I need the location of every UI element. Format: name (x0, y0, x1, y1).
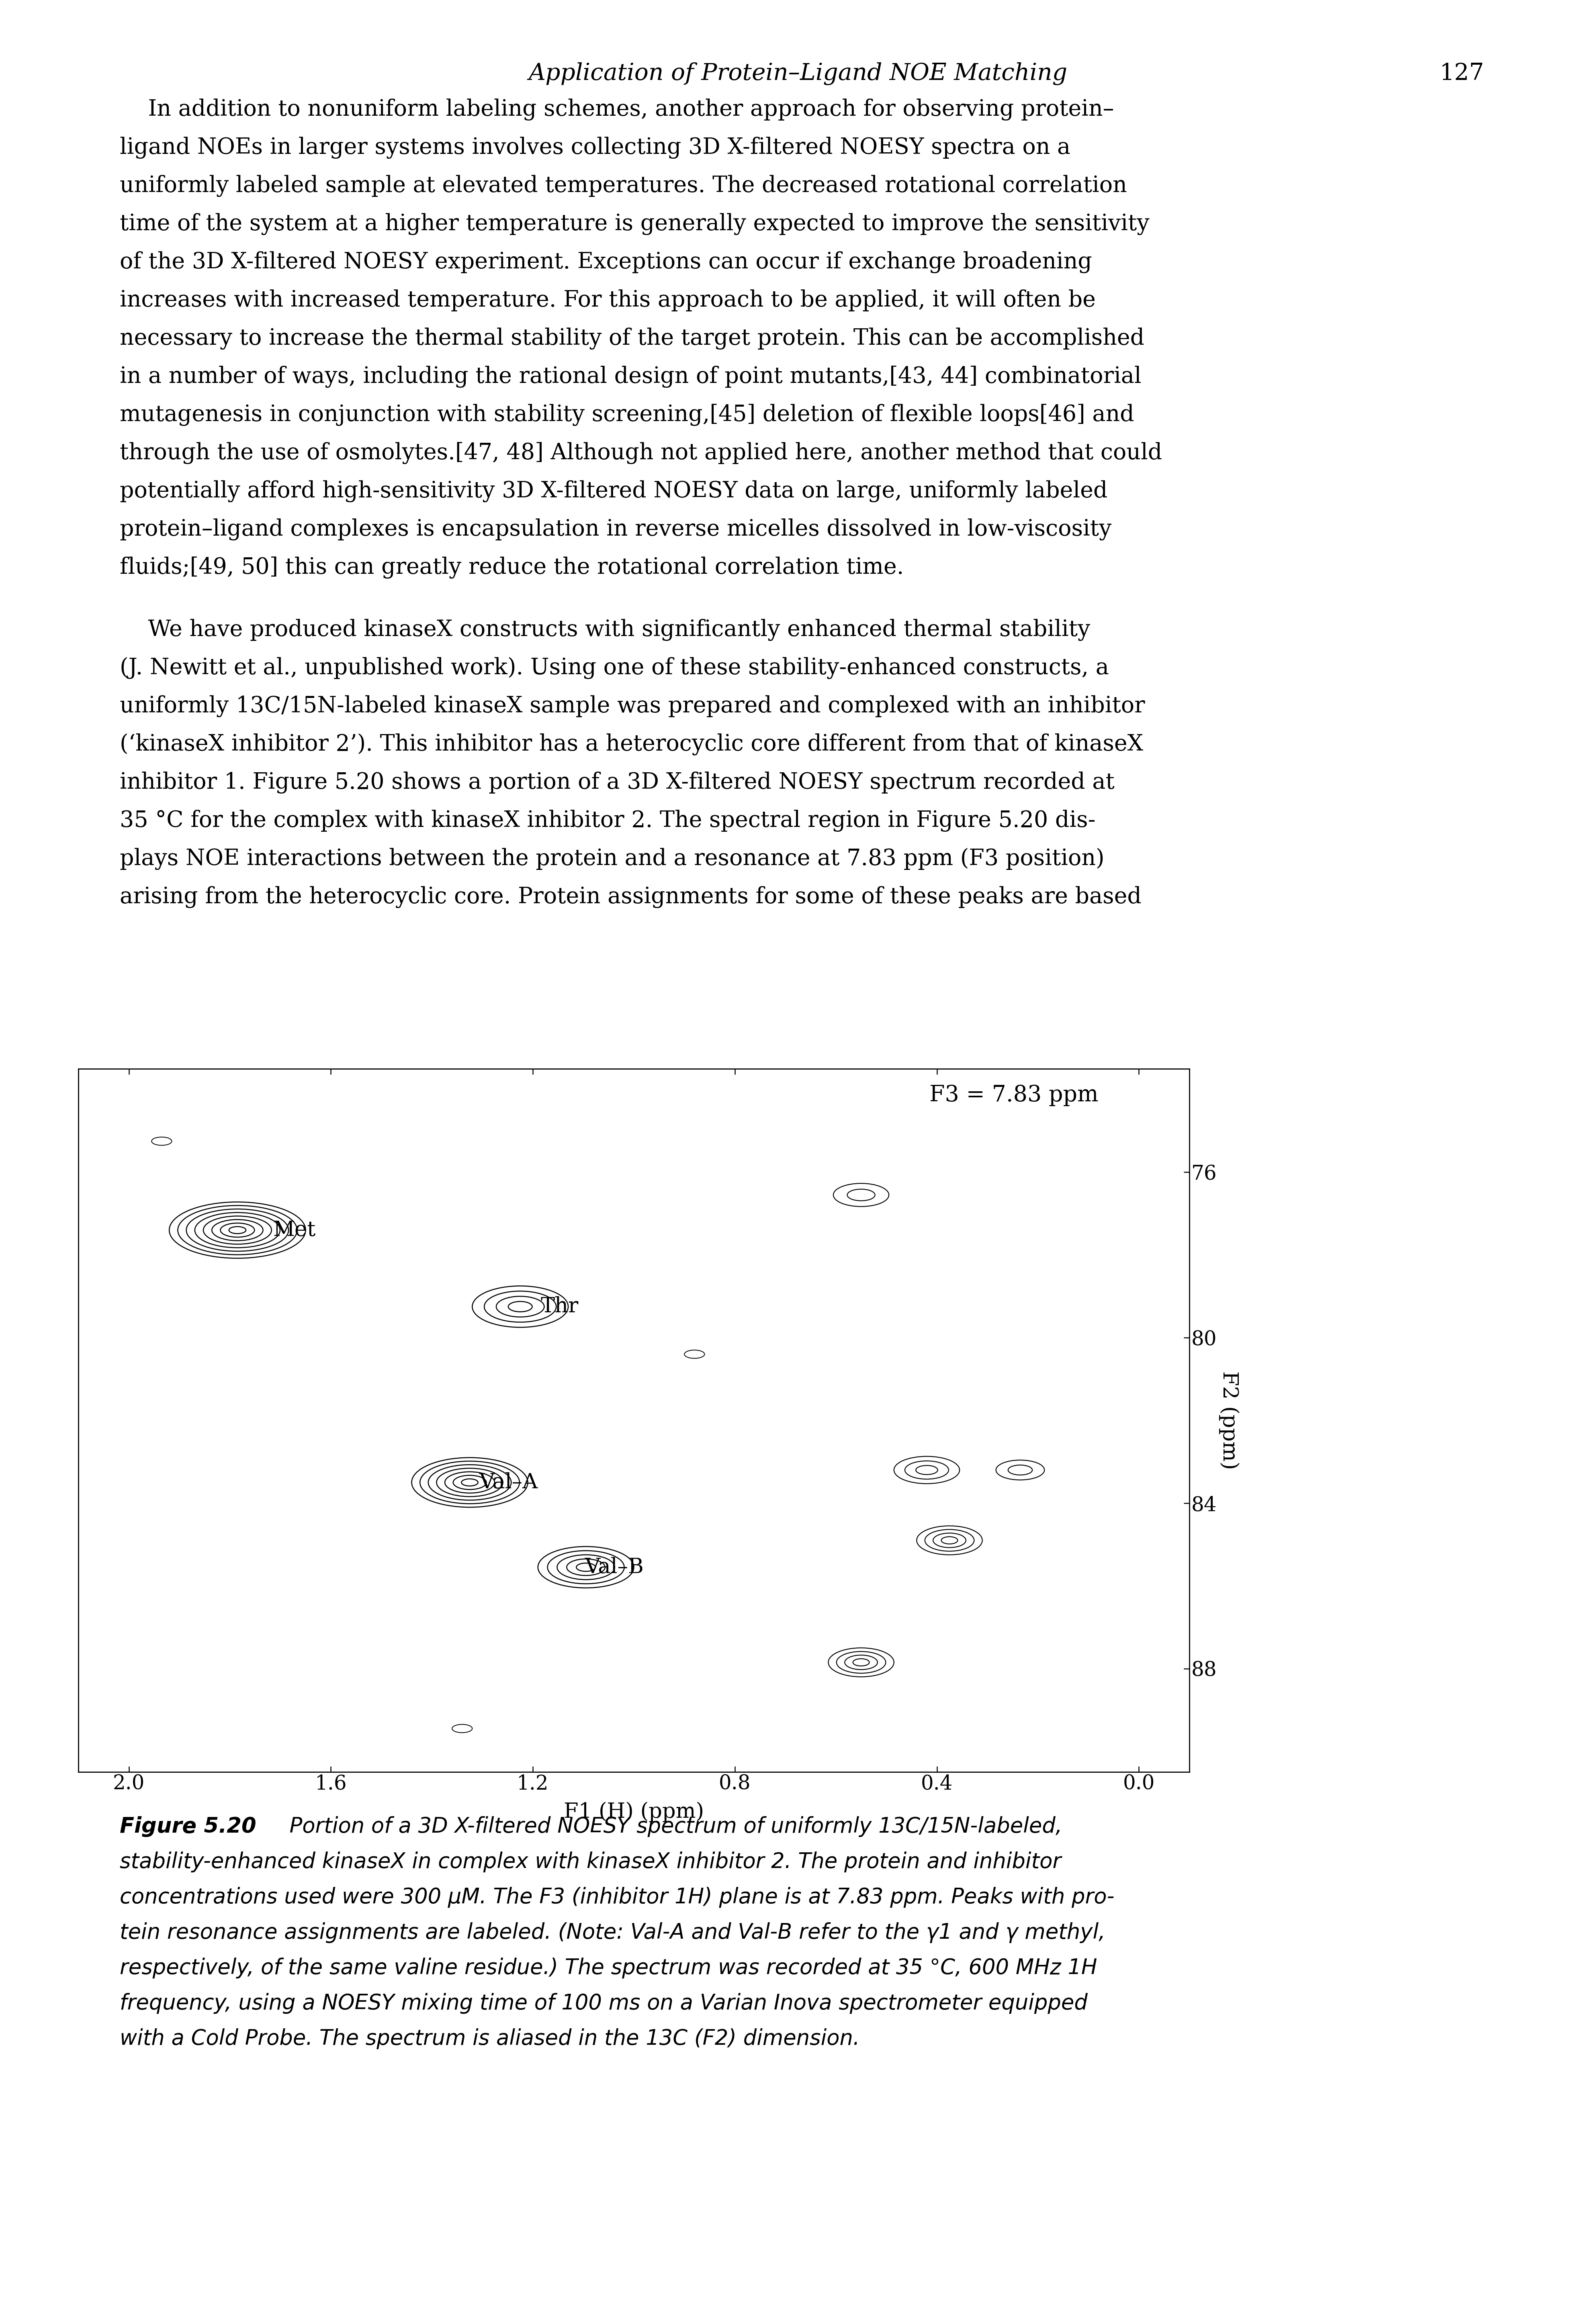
Text: respectively, of the same valine residue.) The spectrum was recorded at 35 °C, 6: respectively, of the same valine residue… (120, 1957, 1096, 1978)
Text: arising from the heterocyclic core. Protein assignments for some of these peaks : arising from the heterocyclic core. Prot… (120, 887, 1141, 908)
Text: 127: 127 (1440, 63, 1484, 86)
Text: (J. Newitt et al., unpublished work). Using one of these stability-enhanced cons: (J. Newitt et al., unpublished work). Us… (120, 658, 1109, 679)
Text: time of the system at a higher temperature is generally expected to improve the : time of the system at a higher temperatu… (120, 213, 1149, 234)
Text: of the 3D X-filtered NOESY experiment. Exceptions can occur if exchange broadeni: of the 3D X-filtered NOESY experiment. E… (120, 250, 1092, 273)
Text: concentrations used were 300 μM. The F3 (inhibitor 1H) plane is at 7.83 ppm. Pea: concentrations used were 300 μM. The F3 … (120, 1888, 1114, 1908)
Text: We have produced kinaseX constructs with significantly enhanced thermal stabilit: We have produced kinaseX constructs with… (120, 618, 1090, 642)
Text: uniformly labeled sample at elevated temperatures. The decreased rotational corr: uniformly labeled sample at elevated tem… (120, 174, 1127, 197)
Text: Portion of a 3D X-filtered NOESY spectrum of uniformly 13C/15N-labeled,: Portion of a 3D X-filtered NOESY spectru… (276, 1816, 1063, 1837)
Text: (‘kinaseX inhibitor 2’). This inhibitor has a heterocyclic core different from t: (‘kinaseX inhibitor 2’). This inhibitor … (120, 734, 1143, 755)
Text: F3 = 7.83 ppm: F3 = 7.83 ppm (929, 1084, 1098, 1107)
Text: stability-enhanced kinaseX in complex with kinaseX inhibitor 2. The protein and : stability-enhanced kinaseX in complex wi… (120, 1850, 1061, 1871)
Text: mutagenesis in conjunction with stability screening,[45] deletion of flexible lo: mutagenesis in conjunction with stabilit… (120, 403, 1135, 426)
Text: Val–B: Val–B (586, 1556, 643, 1577)
Text: 35 °C for the complex with kinaseX inhibitor 2. The spectral region in Figure 5.: 35 °C for the complex with kinaseX inhib… (120, 811, 1095, 831)
Text: potentially afford high-sensitivity 3D X-filtered NOESY data on large, uniformly: potentially afford high-sensitivity 3D X… (120, 479, 1108, 503)
Text: Met: Met (273, 1221, 316, 1241)
Text: uniformly 13C/15N-labeled kinaseX sample was prepared and complexed with an inhi: uniformly 13C/15N-labeled kinaseX sample… (120, 695, 1144, 718)
Text: ligand NOEs in larger systems involves collecting 3D X-filtered NOESY spectra on: ligand NOEs in larger systems involves c… (120, 137, 1071, 157)
Text: Thr: Thr (541, 1297, 578, 1318)
Y-axis label: F2 (ppm): F2 (ppm) (1219, 1371, 1238, 1471)
Text: inhibitor 1. Figure 5.20 shows a portion of a 3D X-filtered NOESY spectrum recor: inhibitor 1. Figure 5.20 shows a portion… (120, 771, 1114, 794)
Text: plays NOE interactions between the protein and a resonance at 7.83 ppm (F3 posit: plays NOE interactions between the prote… (120, 848, 1104, 871)
Text: increases with increased temperature. For this approach to be applied, it will o: increases with increased temperature. Fo… (120, 290, 1095, 310)
X-axis label: F1 (H) (ppm): F1 (H) (ppm) (563, 1802, 704, 1823)
Text: fluids;[49, 50] this can greatly reduce the rotational correlation time.: fluids;[49, 50] this can greatly reduce … (120, 556, 903, 579)
Text: through the use of osmolytes.[47, 48] Although not applied here, another method : through the use of osmolytes.[47, 48] Al… (120, 442, 1162, 463)
Text: in a number of ways, including the rational design of point mutants,[43, 44] com: in a number of ways, including the ratio… (120, 366, 1141, 387)
Text: frequency, using a NOESY mixing time of 100 ms on a Varian Inova spectrometer eq: frequency, using a NOESY mixing time of … (120, 1994, 1087, 2015)
Text: necessary to increase the thermal stability of the target protein. This can be a: necessary to increase the thermal stabil… (120, 327, 1144, 350)
Text: protein–ligand complexes is encapsulation in reverse micelles dissolved in low-v: protein–ligand complexes is encapsulatio… (120, 519, 1111, 540)
Text: Figure 5.20: Figure 5.20 (120, 1816, 257, 1837)
Text: Application of Protein–Ligand NOE Matching: Application of Protein–Ligand NOE Matchi… (528, 63, 1068, 86)
Text: Val–A: Val–A (479, 1473, 538, 1494)
Text: In addition to nonuniform labeling schemes, another approach for observing prote: In addition to nonuniform labeling schem… (120, 100, 1114, 120)
Text: tein resonance assignments are labeled. (Note: Val-A and Val-B refer to the γ1 a: tein resonance assignments are labeled. … (120, 1922, 1106, 1943)
Text: with a Cold Probe. The spectrum is aliased in the 13C (F2) dimension.: with a Cold Probe. The spectrum is alias… (120, 2029, 860, 2050)
